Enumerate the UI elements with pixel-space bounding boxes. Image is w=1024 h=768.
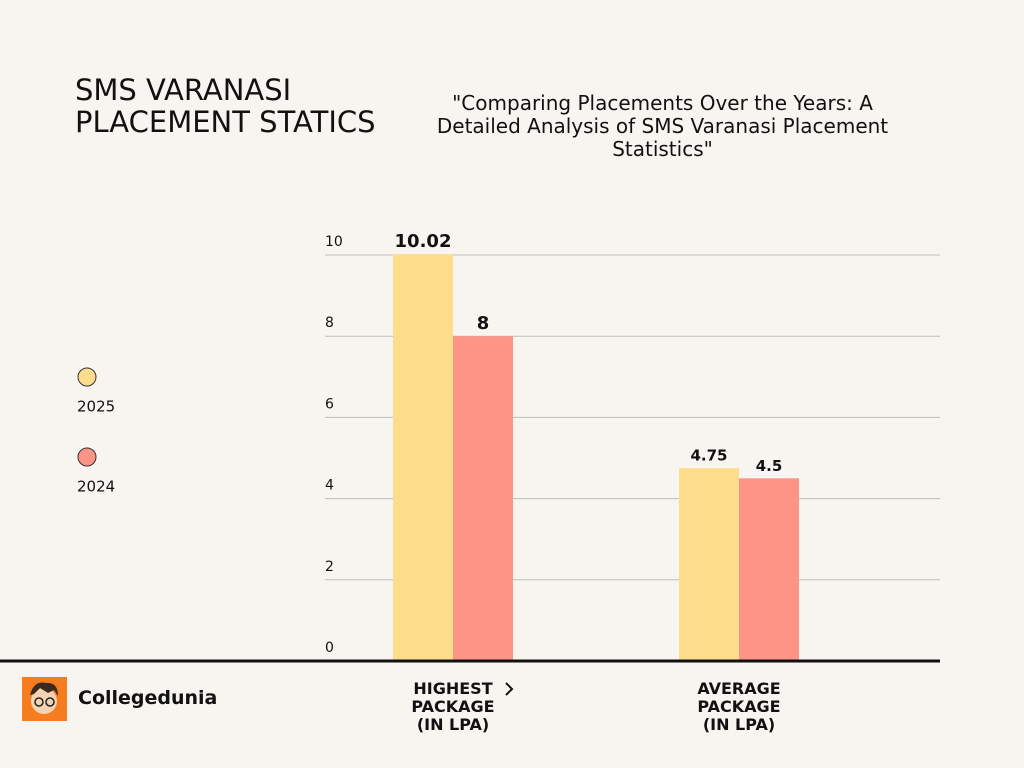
value-label: 8: [477, 313, 490, 334]
bar: [679, 468, 739, 661]
bar: [393, 254, 453, 662]
x-tick-label: AVERAGE PACKAGE (IN LPA): [697, 679, 781, 734]
legend-marker: [77, 447, 97, 467]
y-tick-label: 0: [325, 640, 334, 656]
y-tick-label: 8: [325, 315, 334, 331]
y-tick-label: 4: [325, 478, 334, 494]
bar: [739, 478, 799, 661]
value-label: 4.75: [690, 447, 727, 465]
value-label: 10.02: [395, 231, 452, 252]
chart-title: SMS VARANASI PLACEMENT STATICS: [75, 73, 376, 139]
brand-name: Collegedunia: [78, 687, 218, 709]
chart-subtitle: "Comparing Placements Over the Years: A …: [436, 91, 889, 161]
bar: [453, 336, 513, 661]
y-tick-label: 6: [325, 396, 334, 412]
chevron: [505, 682, 514, 696]
y-tick-label: 2: [325, 559, 334, 575]
legend-marker: [77, 367, 97, 387]
value-label: 4.5: [756, 457, 783, 475]
brand-logo: [22, 677, 67, 721]
y-tick-label: 10: [325, 234, 343, 250]
legend-label: 2025: [77, 398, 115, 416]
x-tick-label: HIGHEST PACKAGE (IN LPA): [411, 679, 495, 734]
legend-label: 2024: [77, 478, 115, 496]
